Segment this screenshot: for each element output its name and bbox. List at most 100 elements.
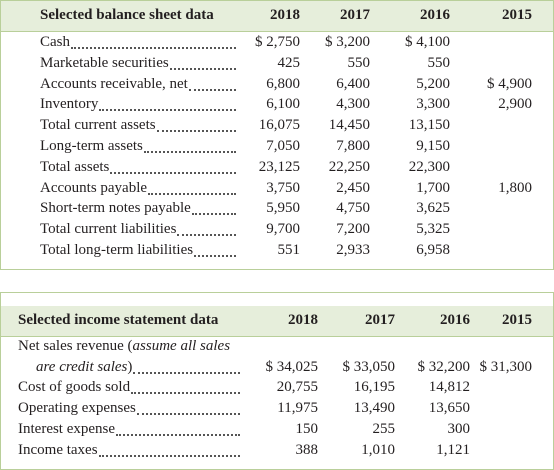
leader-dots [98, 455, 240, 457]
cell-value: 22,250 [328, 158, 370, 175]
cell-value: 6,100 [266, 96, 300, 113]
cell-value: 3,750 [266, 179, 300, 196]
cell-value: $ 2,750 [255, 34, 300, 50]
cell-value: 4,300 [336, 96, 370, 113]
cell-value: 550 [427, 54, 451, 71]
row-label: Cash [40, 34, 70, 50]
cell-value: 9,150 [416, 138, 450, 154]
cell-value: 2,450 [336, 179, 370, 196]
cell-value: 255 [372, 421, 396, 437]
row-label: Income taxes [18, 442, 98, 458]
leader-dots [131, 392, 240, 394]
row-label: Operating expenses [18, 400, 136, 416]
leader-dots [136, 413, 240, 415]
cell-value: $ 4,100 [405, 34, 450, 50]
leader-dots [143, 151, 236, 153]
label-italic: assume all sales [132, 338, 231, 354]
leader-dots [169, 67, 236, 70]
table-title: Selected income statement data [18, 312, 219, 328]
leader-dots [148, 192, 236, 195]
leader-dots [133, 372, 240, 374]
year-header: 2018 [288, 312, 318, 328]
cell-value: $ 32,200 [417, 359, 471, 375]
cell-value: 6,400 [336, 75, 370, 92]
row-label: Short-term notes payable [40, 200, 191, 217]
row-label: Total current liabilities [40, 221, 177, 238]
cell-value: 11,975 [277, 400, 318, 416]
leader-dots [71, 47, 236, 49]
leader-dots [116, 434, 240, 436]
year-header: 2016 [440, 312, 470, 328]
cell-value: 6,800 [266, 75, 300, 92]
cell-value: $ 34,025 [265, 359, 319, 375]
cell-value: $ 4,900 [487, 75, 532, 92]
cell-value: 9,700 [266, 221, 300, 238]
cell-value: 22,300 [408, 158, 450, 175]
cell-value: 5,325 [416, 221, 450, 238]
leader-dots [99, 109, 236, 112]
cell-value: 13,490 [353, 400, 395, 416]
cell-value: 7,800 [336, 138, 370, 154]
cell-value: 1,700 [416, 179, 450, 196]
year-header: 2015 [502, 7, 532, 23]
cell-value: 7,050 [266, 138, 300, 154]
cell-value: 3,300 [416, 96, 450, 113]
cell-value: 14,812 [428, 379, 470, 395]
cell-value: 13,650 [428, 400, 470, 416]
year-header: 2016 [420, 7, 450, 23]
year-header: 2015 [502, 312, 532, 328]
cell-value: 16,075 [258, 117, 300, 134]
cell-value: 23,125 [258, 158, 300, 175]
leader-dots [191, 213, 236, 216]
row-label: Marketable securities [40, 54, 169, 71]
cell-value: 13,150 [408, 117, 450, 134]
row-label: Net sales revenue (assume all sales [18, 336, 230, 356]
row-label: Accounts payable [40, 179, 148, 196]
cell-value: 1,010 [361, 442, 395, 458]
cell-value: 425 [277, 54, 301, 71]
cell-value: $ 3,200 [325, 34, 370, 50]
cell-value: 1,800 [498, 179, 532, 196]
cell-value: 4,750 [336, 200, 370, 217]
row-label: Total long-term liabilities [40, 242, 194, 258]
cell-value: 388 [295, 442, 319, 458]
leader-dots [156, 130, 236, 133]
cell-value: 5,200 [416, 75, 450, 92]
cell-value: 150 [295, 421, 319, 437]
label-italic: are credit sales [36, 359, 128, 375]
year-header: 2017 [340, 7, 370, 23]
row-label: Long-term assets [40, 138, 143, 154]
table-title: Selected balance sheet data [40, 7, 214, 23]
row-label: are credit sales) [36, 357, 132, 377]
cell-value: 5,950 [266, 200, 300, 217]
row-label: Cost of goods sold [18, 379, 131, 395]
cell-value: 2,933 [336, 242, 370, 258]
balance-sheet-box [0, 0, 554, 270]
year-header: 2018 [270, 7, 300, 23]
cell-value: $ 33,050 [342, 359, 396, 375]
cell-value: 551 [277, 242, 301, 258]
cell-value: 300 [447, 421, 471, 437]
row-label: Total current assets [40, 117, 156, 134]
leader-dots [177, 234, 236, 237]
row-label: Total assets [40, 158, 110, 175]
label-text: Net sales revenue ( [18, 338, 133, 354]
row-label: Interest expense [18, 421, 116, 437]
cell-value: 16,195 [353, 379, 395, 395]
header-band [1, 306, 553, 337]
header-band [1, 1, 553, 32]
cell-value: 20,755 [276, 379, 318, 395]
cell-value: 2,900 [498, 96, 532, 113]
label-text: ) [127, 359, 133, 375]
cell-value: $ 31,300 [479, 359, 533, 375]
leader-dots [110, 171, 236, 174]
leader-dots [188, 88, 236, 91]
cell-value: 3,625 [416, 200, 450, 217]
row-label: Inventory [40, 96, 99, 113]
leader-dots [194, 255, 236, 257]
cell-value: 6,958 [416, 242, 450, 258]
year-header: 2017 [365, 312, 395, 328]
row-label: Accounts receivable, net [40, 75, 188, 92]
cell-value: 1,121 [436, 442, 470, 458]
